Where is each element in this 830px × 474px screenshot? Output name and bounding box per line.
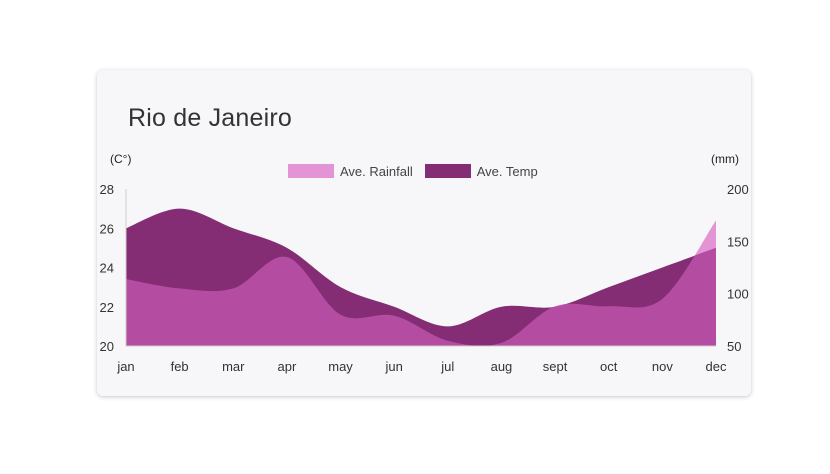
- legend-swatch-temp: [424, 164, 471, 178]
- y-right-tick-label: 150: [727, 234, 749, 249]
- x-tick-label-nov: nov: [652, 359, 673, 374]
- x-tick-label-dec: dec: [706, 359, 727, 374]
- y-left-tick-label: 24: [100, 261, 114, 276]
- x-tick-label-jan: jan: [116, 359, 134, 374]
- x-tick-label-jun: jun: [385, 359, 403, 374]
- x-tick-label-oct: oct: [600, 359, 618, 374]
- y-left-tick-label: 20: [100, 339, 114, 354]
- x-tick-label-apr: apr: [278, 359, 297, 374]
- y-left-tick-label: 26: [100, 221, 114, 236]
- x-tick-label-feb: feb: [171, 359, 189, 374]
- x-tick-label-mar: mar: [222, 359, 245, 374]
- x-tick-label-jul: jul: [440, 359, 454, 374]
- y-right-tick-label: 100: [727, 287, 749, 302]
- y-left-tick-label: 22: [100, 300, 114, 315]
- left-axis-unit: (C°): [110, 152, 132, 166]
- chart-legend: Ave. Rainfall Ave. Temp: [288, 163, 550, 179]
- chart-title: Rio de Janeiro: [128, 104, 293, 132]
- x-tick-label-aug: aug: [491, 359, 513, 374]
- y-left-tick-label: 28: [100, 182, 114, 197]
- series-area-overlap: [126, 220, 716, 346]
- legend-item-temp[interactable]: Ave. Temp: [424, 163, 538, 179]
- legend-label-temp: Ave. Temp: [476, 163, 538, 179]
- x-tick-label-sept: sept: [543, 359, 568, 374]
- legend-swatch-rainfall: [288, 164, 334, 178]
- right-axis-unit: (mm): [711, 152, 739, 166]
- legend-label-rainfall: Ave. Rainfall: [340, 163, 413, 179]
- y-right-tick-label: 200: [727, 182, 749, 197]
- y-right-tick-label: 50: [727, 339, 741, 354]
- x-tick-label-may: may: [328, 359, 353, 374]
- legend-item-rainfall[interactable]: Ave. Rainfall: [288, 164, 413, 179]
